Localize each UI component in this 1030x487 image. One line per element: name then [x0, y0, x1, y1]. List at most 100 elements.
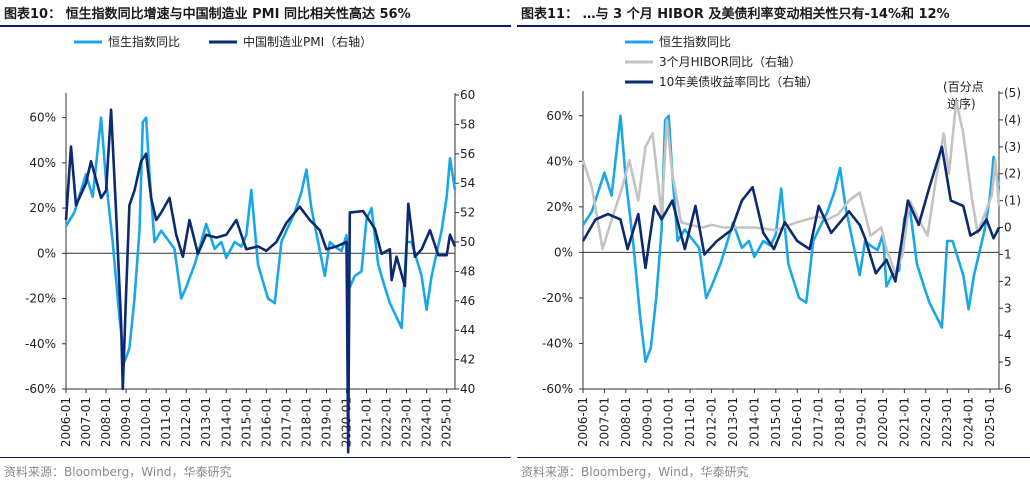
y-right-tick-label: 52	[460, 206, 475, 220]
x-tick-label: 2022-01	[380, 397, 394, 447]
x-tick-label: 2014-01	[219, 397, 233, 447]
chart-panel-left: 图表10： 恒生指数同比增速与中国制造业 PMI 同比相关性高达 56% -60…	[0, 0, 513, 487]
chart-left-svg: -60% -40% -20% 0% 20% 40% 60% 40 42 44 46 48 50 52 54 5…	[25, 34, 475, 454]
source-note: 资料来源：Bloomberg，Wind，华泰研究	[4, 465, 232, 479]
x-tick-label: 2012-01	[179, 397, 193, 447]
y-left-tick-label: 20%	[546, 200, 573, 214]
y-right-tick-label: 58	[460, 117, 475, 131]
x-tick-label: 2009-01	[119, 397, 133, 447]
chart-title: 图表10： 恒生指数同比增速与中国制造业 PMI 同比相关性高达 56%	[4, 7, 411, 22]
x-tick-label: 2021-01	[360, 397, 374, 447]
x-tick-label: 2020-01	[876, 397, 890, 447]
x-tick-label: 2008-01	[99, 397, 113, 447]
bottom-rule	[0, 457, 511, 458]
x-tick-label: 2023-01	[940, 397, 954, 447]
y-right-tick-label: 5	[1004, 355, 1012, 369]
x-tick-label: 2024-01	[420, 397, 434, 447]
y-right-tick-label: 56	[460, 147, 475, 161]
x-tick-label: 2013-01	[199, 397, 213, 447]
y-right-tick-label: 60	[460, 88, 475, 102]
x-tick-label: 2008-01	[619, 397, 633, 447]
y-left-tick-label: 40%	[546, 154, 573, 168]
y-right-tick-label: (1)	[1004, 194, 1021, 208]
x-tick-label: 2014-01	[747, 397, 761, 447]
legend-label: 恒生指数同比	[108, 34, 180, 49]
y-right-tick-label: 2	[1004, 274, 1012, 288]
y-right-tick-label: 48	[460, 264, 475, 278]
y-left-tick-label: 0%	[554, 245, 573, 259]
series-line-1	[64, 108, 457, 454]
y-right-tick-label: 1	[1004, 247, 1012, 261]
x-tick-label: 2016-01	[259, 397, 273, 447]
x-tick-label: 2018-01	[833, 397, 847, 447]
x-tick-label: 2025-01	[983, 397, 997, 447]
y-right-tick-label: 44	[460, 323, 475, 337]
legend-label: 中国制造业PMI（右轴）	[243, 34, 372, 49]
chart-right-svg: -60% -40% -20% 0% 20% 40% 60% (5) (4) (3) (2) (1) 0 1…	[542, 34, 1021, 447]
series-line-0	[581, 114, 1001, 364]
y-right-tick-label: (2)	[1004, 167, 1021, 181]
x-tick-label: 2010-01	[139, 397, 153, 447]
legend-label: 10年美债收益率同比（右轴）	[659, 74, 818, 89]
y-left-tick-label: 60%	[29, 111, 56, 125]
x-tick-label: 2023-01	[400, 397, 414, 447]
y-right-tick-label: 46	[460, 294, 475, 308]
y-right-tick-label: 42	[460, 353, 475, 367]
y-right-tick-label: 4	[1004, 328, 1012, 342]
x-tick-label: 2017-01	[279, 397, 293, 447]
chart-title: 图表11： …与 3 个月 HIBOR 及美债利率变动相关性只有-14%和 12…	[521, 7, 950, 22]
y-right-tick-label: (5)	[1004, 86, 1021, 100]
x-tick-label: 2019-01	[319, 397, 333, 447]
y-right-tick-label: 54	[460, 176, 475, 190]
x-tick-label: 2012-01	[705, 397, 719, 447]
x-tick-label: 2022-01	[919, 397, 933, 447]
y-left-tick-label: -40%	[25, 337, 56, 351]
x-tick-label: 2011-01	[159, 397, 173, 447]
y-left-tick-label: 20%	[29, 201, 56, 215]
y-right-tick-label: (4)	[1004, 113, 1021, 127]
y-left-tick-label: 40%	[29, 156, 56, 170]
x-tick-label: 2007-01	[79, 397, 93, 447]
x-tick-label: 2007-01	[597, 397, 611, 447]
x-tick-label: 2021-01	[897, 397, 911, 447]
series-line-2	[581, 145, 1001, 283]
x-tick-label: 2013-01	[726, 397, 740, 447]
x-tick-label: 2010-01	[662, 397, 676, 447]
y-left-tick-label: -20%	[542, 291, 573, 305]
y-left-tick-label: -40%	[542, 336, 573, 350]
series-line-0	[64, 116, 457, 364]
x-tick-label: 2019-01	[855, 397, 869, 447]
x-tick-label: 2006-01	[576, 397, 590, 447]
x-tick-label: 2024-01	[962, 397, 976, 447]
chart-panel-right: 图表11： …与 3 个月 HIBOR 及美债利率变动相关性只有-14%和 12…	[517, 0, 1030, 487]
y-left-tick-label: -60%	[25, 382, 56, 396]
series-line-1	[581, 99, 1001, 275]
y-right-tick-label: (3)	[1004, 140, 1021, 154]
y-left-tick-label: -20%	[25, 292, 56, 306]
x-tick-label: 2006-01	[59, 397, 73, 447]
bottom-rule	[517, 457, 1030, 458]
source-note: 资料来源：Bloomberg，Wind，华泰研究	[521, 465, 749, 479]
y-right-tick-label: 40	[460, 382, 475, 396]
title-rule	[517, 25, 1030, 27]
x-tick-label: 2016-01	[790, 397, 804, 447]
x-tick-label: 2020-01	[339, 397, 353, 447]
x-tick-label: 2025-01	[440, 397, 454, 447]
title-rule	[0, 25, 511, 27]
y-right-tick-label: 3	[1004, 301, 1012, 315]
y-left-tick-label: 60%	[546, 109, 573, 123]
x-tick-label: 2015-01	[239, 397, 253, 447]
legend-label: 恒生指数同比	[659, 34, 731, 49]
y-left-tick-label: 0%	[37, 246, 56, 260]
x-tick-label: 2018-01	[299, 397, 313, 447]
y-right-axis-label: (百分点逆序)	[943, 80, 984, 111]
legend-label: 3个月HIBOR同比（右轴）	[659, 54, 801, 69]
x-tick-label: 2015-01	[769, 397, 783, 447]
y-right-tick-label: 6	[1004, 382, 1012, 396]
y-left-tick-label: -60%	[542, 382, 573, 396]
x-tick-label: 2017-01	[812, 397, 826, 447]
y-right-tick-label: 50	[460, 235, 475, 249]
y-right-tick-label: 0	[1004, 221, 1012, 235]
x-tick-label: 2011-01	[683, 397, 697, 447]
x-tick-label: 2009-01	[640, 397, 654, 447]
